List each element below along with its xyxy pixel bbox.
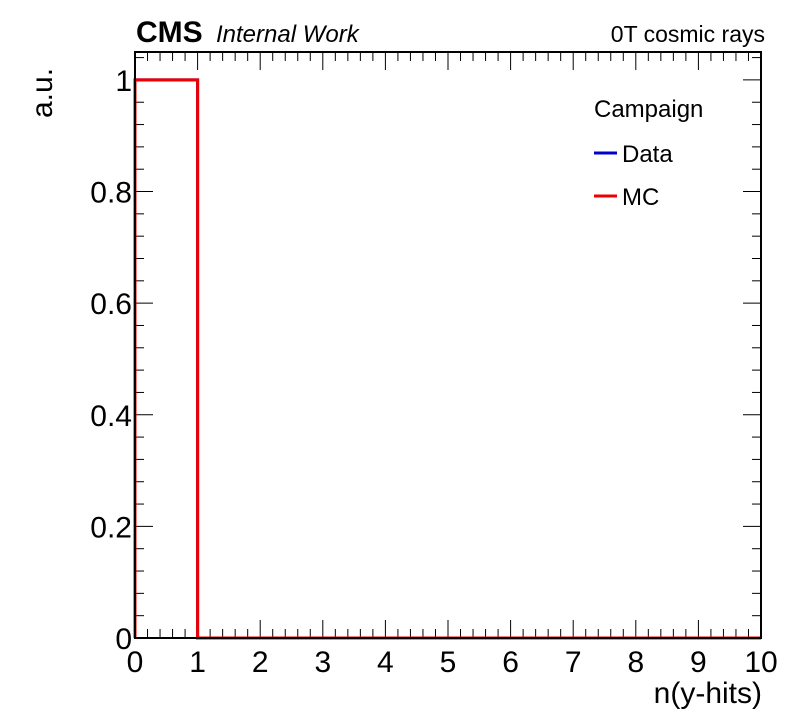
legend-label-mc: MC — [622, 184, 659, 211]
x-axis-title: n(y-hits) — [654, 677, 762, 710]
y-tick-label: 0.2 — [90, 511, 132, 544]
legend-title: Campaign — [594, 96, 703, 123]
x-tick-label: 8 — [627, 646, 644, 679]
x-tick-label: 3 — [314, 646, 331, 679]
x-tick-label: 4 — [377, 646, 394, 679]
status-label: Internal Work — [216, 21, 361, 48]
y-tick-label: 0.6 — [90, 288, 132, 321]
legend: Campaign Data MC — [594, 96, 703, 211]
x-tick-label: 10 — [744, 646, 777, 679]
y-axis-title: a.u. — [26, 68, 59, 118]
x-tick-label: 7 — [565, 646, 582, 679]
experiment-label: CMS — [136, 16, 203, 49]
x-tick-label: 2 — [252, 646, 269, 679]
y-tick-label: 0 — [115, 623, 132, 656]
legend-label-data: Data — [622, 141, 673, 168]
x-tick-label: 1 — [189, 646, 206, 679]
x-tick-label: 0 — [127, 646, 144, 679]
x-tick-label: 5 — [440, 646, 457, 679]
condition-label: 0T cosmic rays — [611, 21, 765, 47]
axis-tick-labels: 0 1 2 3 4 5 6 7 8 9 10 0 0.2 0.4 0.6 0.8 1 — [90, 65, 777, 679]
x-tick-label: 6 — [502, 646, 519, 679]
plot-frame — [134, 51, 762, 639]
y-tick-label: 0.4 — [90, 400, 132, 433]
axis-ticks — [134, 52, 762, 639]
y-tick-label: 1 — [115, 65, 132, 98]
x-tick-label: 9 — [690, 646, 707, 679]
y-tick-label: 0.8 — [90, 177, 132, 210]
